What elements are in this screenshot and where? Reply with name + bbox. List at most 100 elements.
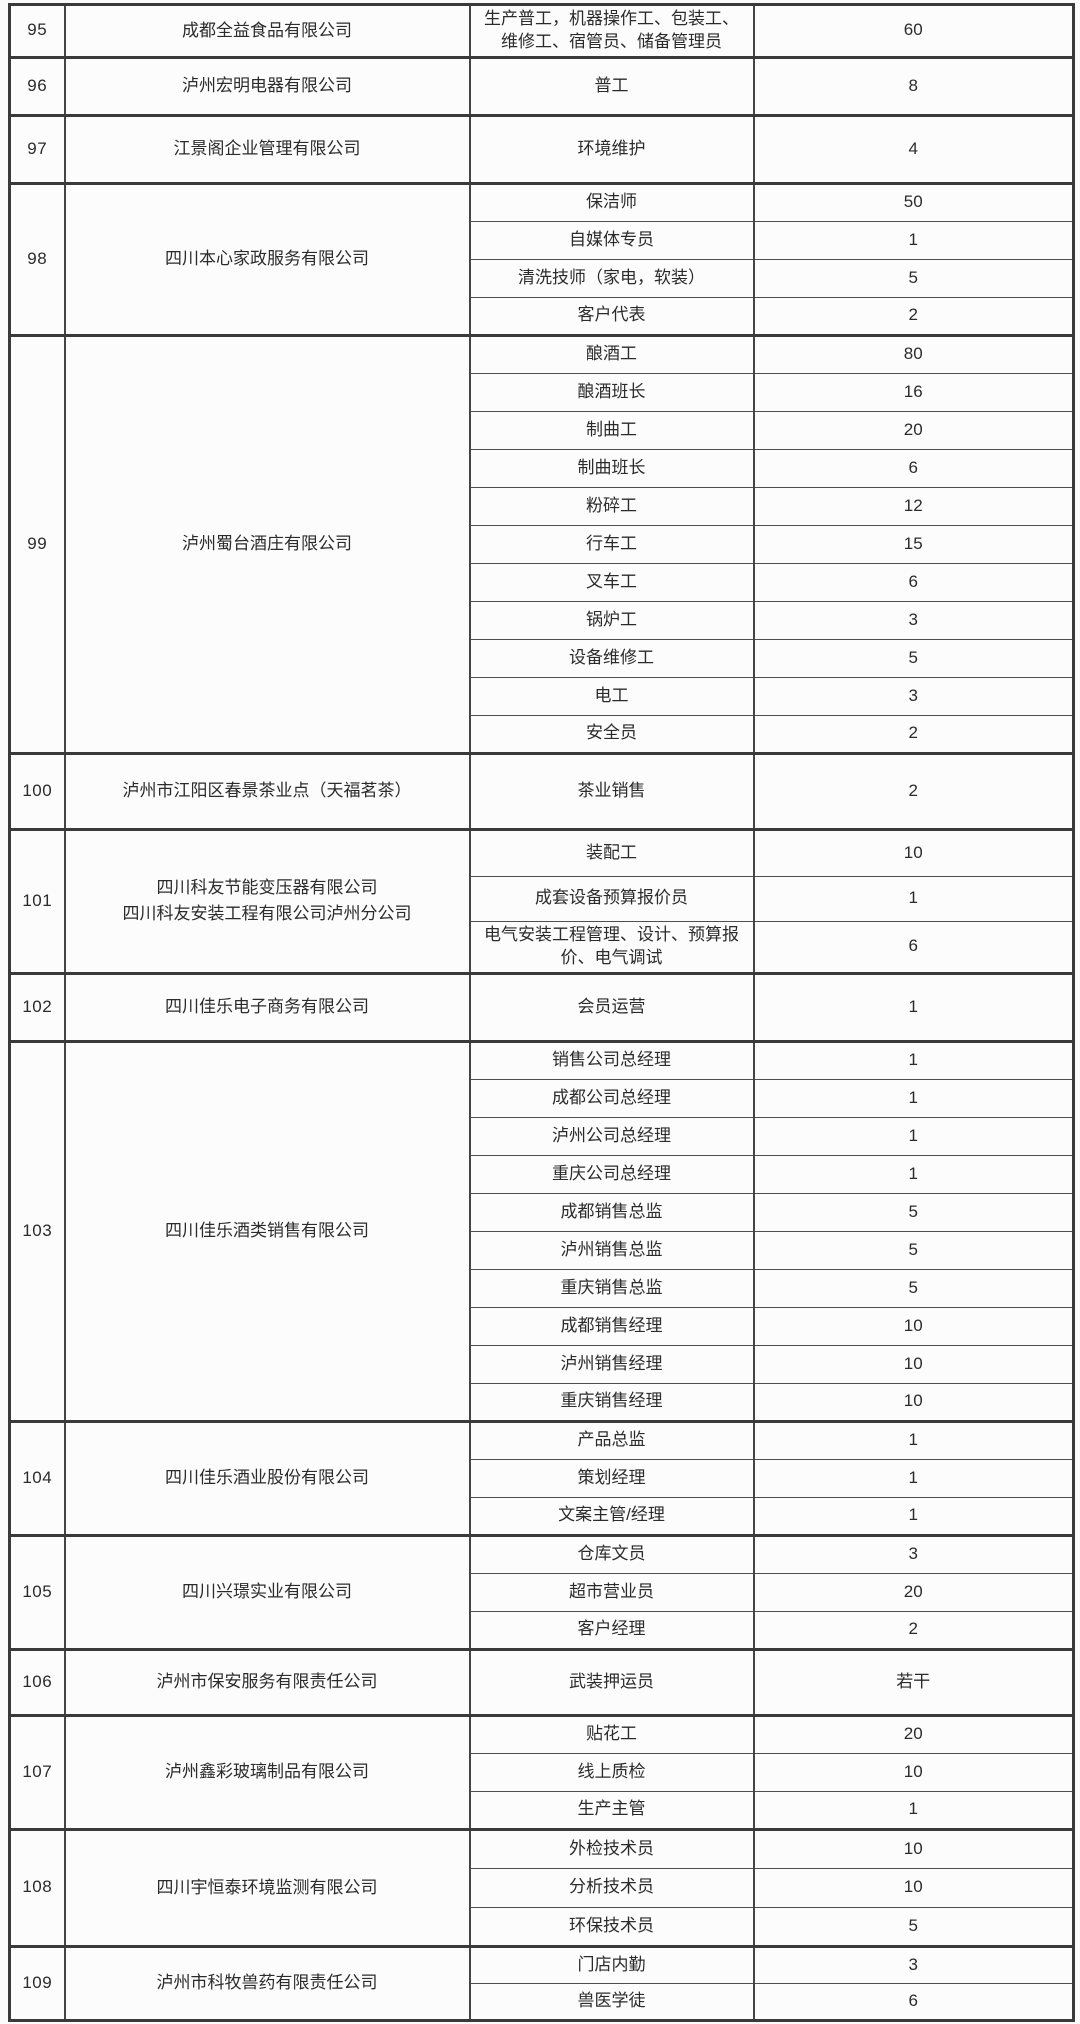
position-cell: 生产主管 (468, 1790, 755, 1830)
count-cell: 1 (752, 875, 1075, 922)
table-row: 101 四川科友节能变压器有限公司 四川科友安装工程有限公司泸州分公司 装配工 10 (8, 827, 1075, 974)
table-row: 生产主管 1 (10, 1790, 1075, 1830)
company-cell: 泸州蜀台酒庄有限公司 (63, 333, 471, 754)
position-cell: 线上质检 (468, 1752, 755, 1792)
count-cell: 5 (752, 258, 1075, 298)
table-row: 泸州销售总监 5 (10, 1230, 1075, 1270)
position-cell: 兽医学徒 (468, 1982, 755, 2021)
table-row: 104 四川佳乐酒业股份有限公司 产品总监 1 (8, 1419, 1075, 1536)
position-cell: 锅炉工 (468, 600, 755, 640)
table-row: 103 四川佳乐酒类销售有限公司 销售公司总经理 1 (8, 1039, 1075, 1422)
row-number-cell: 98 (8, 181, 66, 336)
table-row: 制曲班长 6 (10, 448, 1075, 488)
table-row: 98 四川本心家政服务有限公司 保洁师 50 (8, 181, 1075, 336)
table-row: 叉车工 6 (10, 562, 1075, 602)
table-row: 超市营业员 20 (10, 1572, 1075, 1612)
count-cell: 20 (752, 1713, 1075, 1754)
count-cell: 1 (752, 220, 1075, 260)
company-cell: 四川本心家政服务有限公司 (63, 181, 471, 336)
table-row: 泸州销售经理 10 (10, 1344, 1075, 1384)
table-row: 成都销售经理 10 (10, 1306, 1075, 1346)
count-cell: 5 (752, 1268, 1075, 1308)
count-cell: 1 (752, 1116, 1075, 1156)
row-number-cell: 103 (8, 1039, 66, 1422)
table-row: 客户代表 2 (10, 296, 1075, 336)
row-number-cell: 97 (8, 113, 66, 184)
count-cell: 1 (752, 971, 1075, 1042)
count-cell: 8 (752, 55, 1075, 116)
position-cell: 制曲班长 (468, 448, 755, 488)
row-number-cell: 95 (8, 3, 66, 58)
count-cell: 2 (752, 1610, 1075, 1650)
table-row: 97 江景阁企业管理有限公司 环境维护 4 (8, 113, 1075, 184)
row-number-cell: 100 (8, 751, 66, 830)
table-row: 策划经理 1 (10, 1458, 1075, 1498)
position-cell: 泸州销售经理 (468, 1344, 755, 1384)
count-cell: 1 (752, 1458, 1075, 1498)
count-cell: 1 (752, 1496, 1075, 1536)
position-cell: 环境维护 (468, 113, 755, 184)
position-cell: 安全员 (468, 714, 755, 754)
row-number-cell: 109 (8, 1944, 66, 2021)
position-cell: 装配工 (468, 827, 755, 877)
count-cell: 5 (752, 638, 1075, 678)
table-row: 成套设备预算报价员 1 (10, 875, 1075, 922)
count-cell: 1 (752, 1078, 1075, 1118)
row-number-cell: 108 (8, 1827, 66, 1947)
position-cell: 成都销售经理 (468, 1306, 755, 1346)
position-cell: 生产普工，机器操作工、包装工、维修工、宿管员、储备管理员 (468, 3, 755, 58)
table-row: 客户经理 2 (10, 1610, 1075, 1650)
count-cell: 3 (752, 1944, 1075, 1984)
count-cell: 3 (752, 676, 1075, 716)
count-cell: 1 (752, 1419, 1075, 1460)
position-cell: 制曲工 (468, 410, 755, 450)
count-cell: 1 (752, 1790, 1075, 1830)
count-cell: 6 (752, 1982, 1075, 2021)
position-cell: 茶业销售 (468, 751, 755, 830)
position-cell: 贴花工 (468, 1713, 755, 1754)
count-cell: 1 (752, 1039, 1075, 1080)
position-cell: 粉碎工 (468, 486, 755, 526)
table-row: 兽医学徒 6 (10, 1982, 1075, 2021)
table-row: 分析技术员 10 (10, 1867, 1075, 1908)
position-cell: 成都公司总经理 (468, 1078, 755, 1118)
count-cell: 2 (752, 296, 1075, 336)
table-row: 108 四川宇恒泰环境监测有限公司 外检技术员 10 (8, 1827, 1075, 1947)
table-row: 109 泸州市科牧兽药有限责任公司 门店内勤 3 (8, 1944, 1075, 2021)
position-cell: 超市营业员 (468, 1572, 755, 1612)
count-cell: 10 (752, 1827, 1075, 1869)
count-cell: 10 (752, 1752, 1075, 1792)
count-cell: 2 (752, 751, 1075, 830)
count-cell: 10 (752, 827, 1075, 877)
position-cell: 酿酒班长 (468, 372, 755, 412)
position-cell: 重庆公司总经理 (468, 1154, 755, 1194)
company-cell: 江景阁企业管理有限公司 (63, 113, 471, 184)
table-row: 设备维修工 5 (10, 638, 1075, 678)
row-number-cell: 96 (8, 55, 66, 116)
count-cell: 10 (752, 1867, 1075, 1908)
count-cell: 10 (752, 1382, 1075, 1422)
count-cell: 5 (752, 1192, 1075, 1232)
count-cell: 15 (752, 524, 1075, 564)
table-row: 安全员 2 (10, 714, 1075, 754)
count-cell: 1 (752, 1154, 1075, 1194)
count-cell: 60 (752, 3, 1075, 58)
position-cell: 清洗技师（家电，软装） (468, 258, 755, 298)
company-cell: 四川科友节能变压器有限公司 四川科友安装工程有限公司泸州分公司 (63, 827, 471, 974)
position-cell: 电气安装工程管理、设计、预算报价、电气调试 (468, 920, 755, 974)
position-cell: 环保技术员 (468, 1906, 755, 1947)
row-number-cell: 107 (8, 1713, 66, 1830)
job-table: 95 成都全益食品有限公司 生产普工，机器操作工、包装工、维修工、宿管员、储备管理员… (8, 3, 1075, 2022)
table-row: 自媒体专员 1 (10, 220, 1075, 260)
position-cell: 武装押运员 (468, 1647, 755, 1716)
count-cell: 12 (752, 486, 1075, 526)
row-number-cell: 106 (8, 1647, 66, 1716)
row-number-cell: 101 (8, 827, 66, 974)
count-cell: 80 (752, 333, 1075, 374)
position-cell: 文案主管/经理 (468, 1496, 755, 1536)
company-cell: 泸州鑫彩玻璃制品有限公司 (63, 1713, 471, 1830)
position-cell: 分析技术员 (468, 1867, 755, 1908)
position-cell: 酿酒工 (468, 333, 755, 374)
count-cell: 6 (752, 562, 1075, 602)
